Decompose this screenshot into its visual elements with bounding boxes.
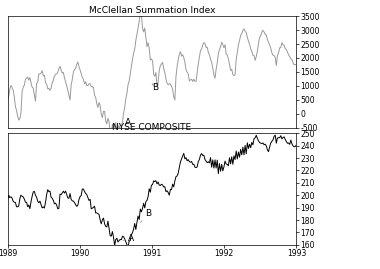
Title: NYSE COMPOSITE: NYSE COMPOSITE [112,123,192,132]
Text: A: A [123,234,134,243]
Text: B: B [152,83,158,92]
Text: A: A [119,118,131,127]
Text: B: B [141,209,151,222]
Title: McClellan Summation Index: McClellan Summation Index [89,6,215,15]
